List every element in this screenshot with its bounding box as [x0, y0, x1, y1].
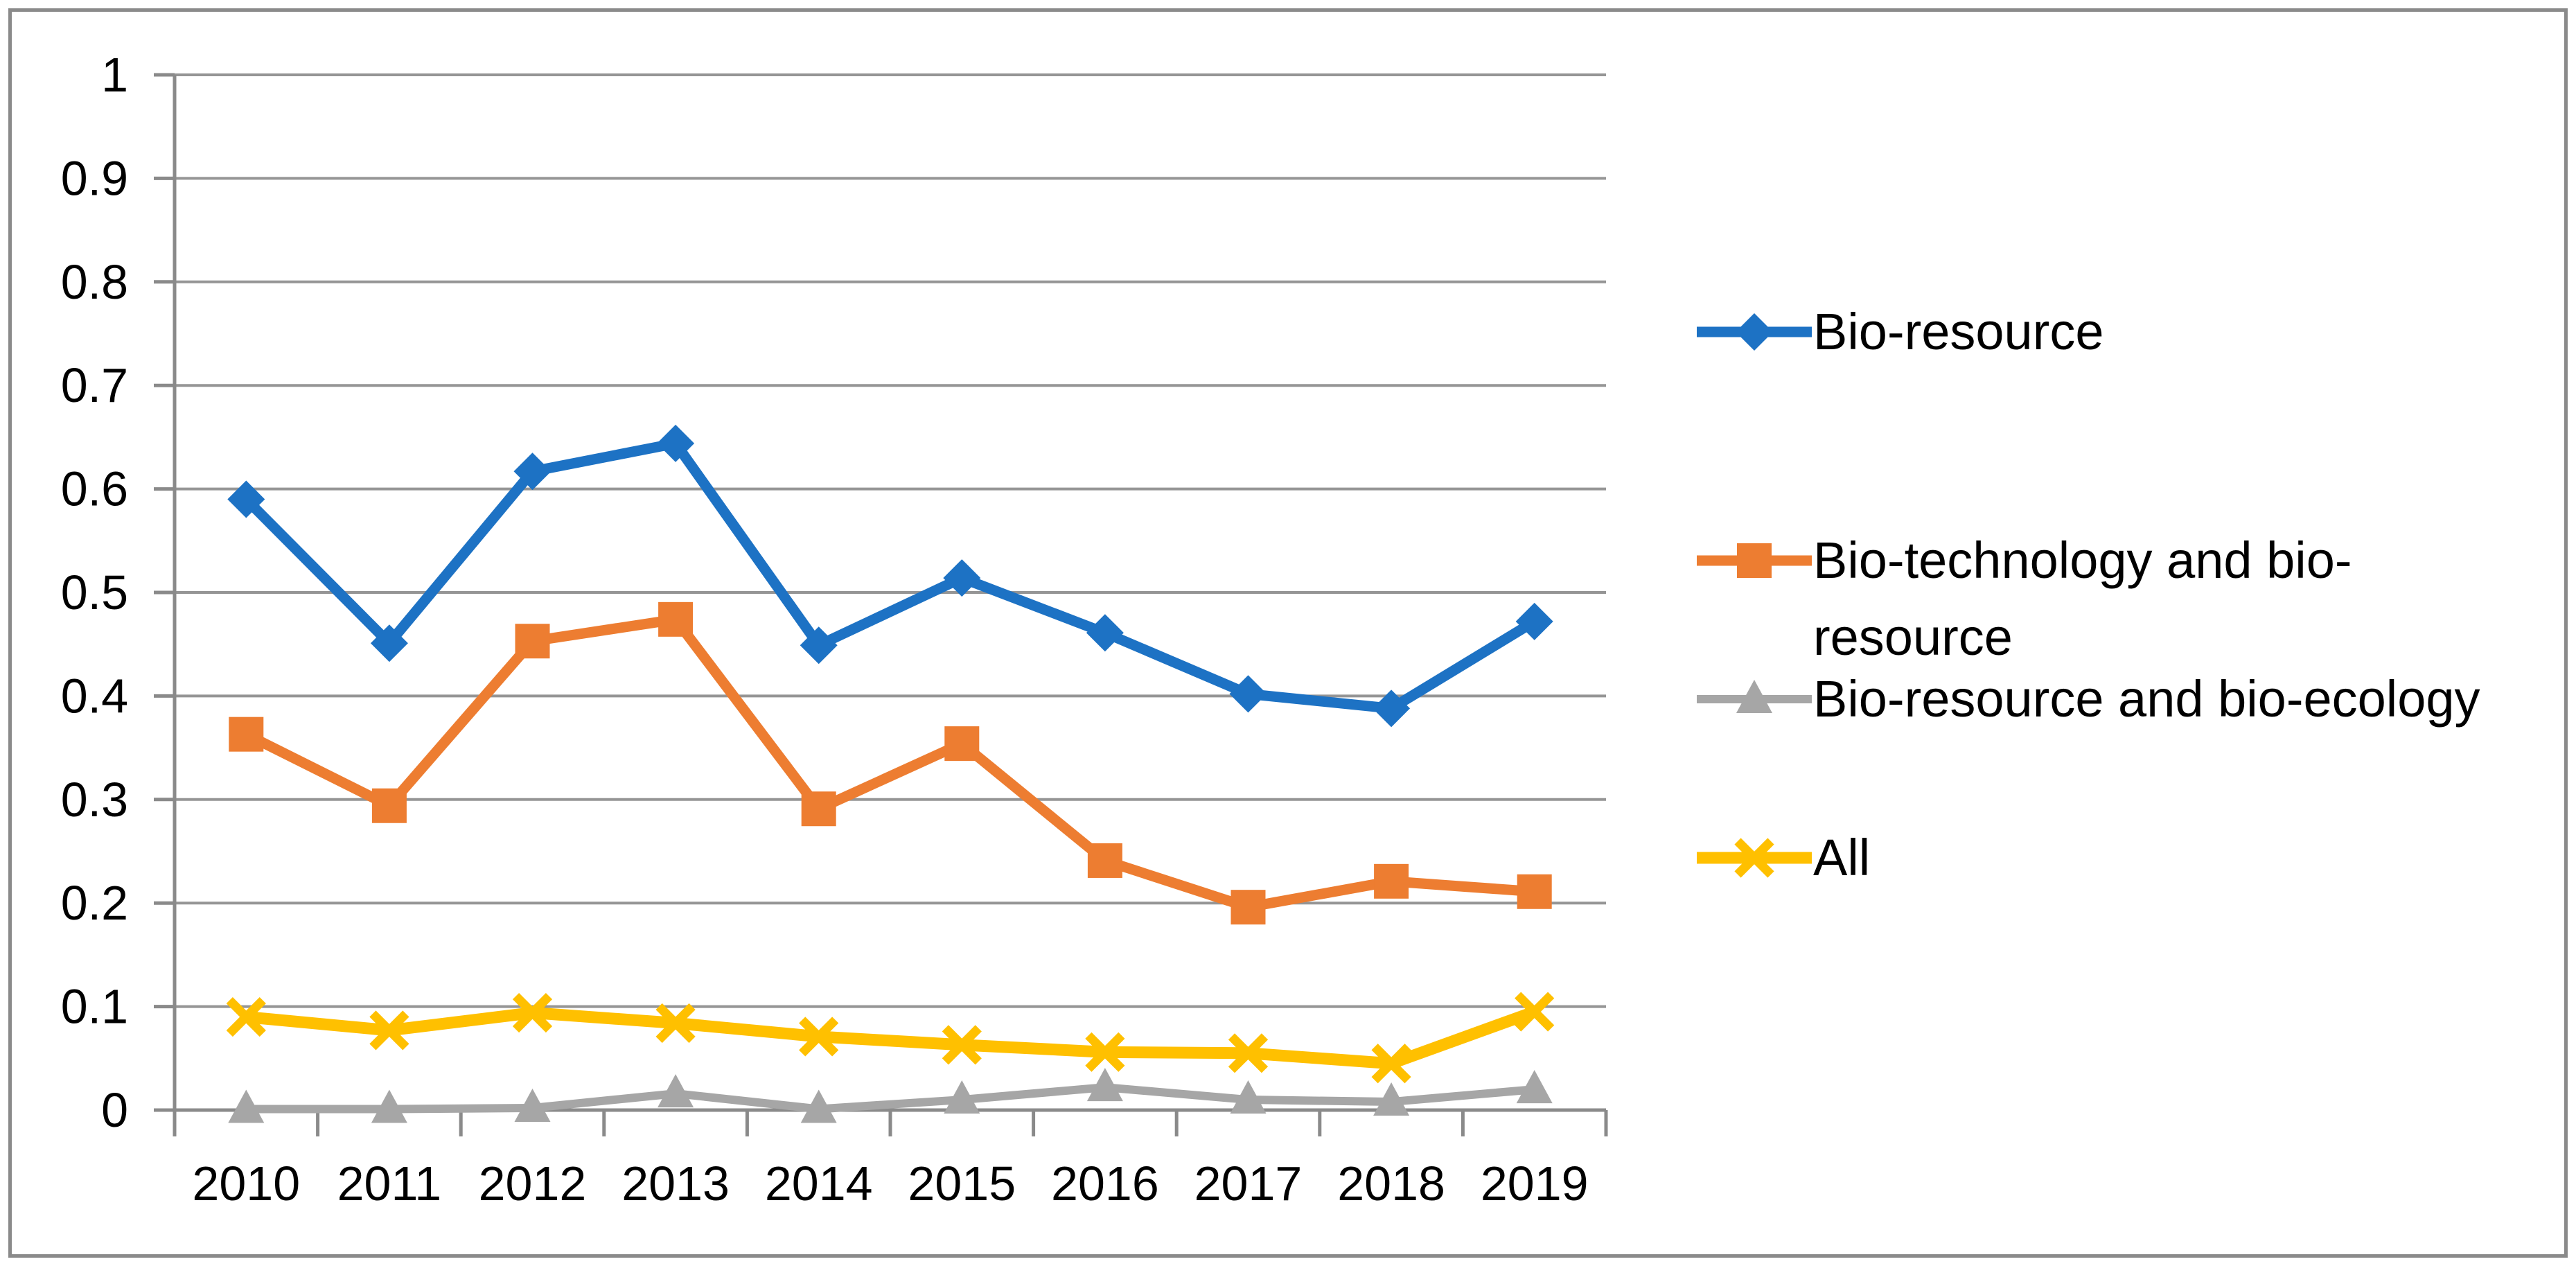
data-point-marker — [658, 1074, 694, 1108]
data-point-marker — [1086, 1068, 1123, 1102]
data-point-marker — [1516, 1070, 1553, 1104]
legend-label: Bio-resource and bio-ecology — [1813, 670, 2480, 728]
x-axis-label: 2018 — [1337, 1157, 1445, 1211]
y-axis-label: 0.5 — [61, 565, 128, 619]
data-point-marker — [226, 996, 266, 1037]
y-axis-label: 1 — [101, 48, 128, 102]
series-line-all — [245, 1006, 1537, 1070]
x-axis-label: 2017 — [1194, 1157, 1303, 1211]
y-axis-label: 0.9 — [61, 151, 128, 205]
data-point-marker — [942, 1025, 982, 1065]
data-point-marker — [1087, 843, 1122, 878]
data-point-marker — [944, 726, 980, 762]
x-axis-label: 2016 — [1051, 1157, 1159, 1211]
data-point-marker — [227, 480, 265, 518]
legend-marker-square-icon — [1697, 543, 1812, 578]
data-point-marker — [513, 452, 552, 491]
x-axis-label: 2019 — [1481, 1157, 1589, 1211]
x-axis-label: 2012 — [479, 1157, 587, 1211]
data-point-marker — [1229, 675, 1267, 713]
x-axis-label: 2015 — [908, 1157, 1016, 1211]
data-point-marker — [1515, 992, 1555, 1032]
data-point-marker — [1374, 863, 1409, 899]
data-point-marker — [1517, 874, 1552, 909]
data-point-marker — [655, 1003, 696, 1044]
data-point-marker — [515, 624, 550, 659]
data-point-marker — [1371, 1044, 1411, 1084]
x-axis-label: 2013 — [621, 1157, 730, 1211]
data-point-marker — [370, 624, 408, 662]
legend-marker-x-icon — [1697, 838, 1812, 878]
data-point-marker — [1086, 614, 1124, 652]
data-point-marker — [799, 1017, 839, 1057]
x-axis-label: 2010 — [192, 1157, 300, 1211]
y-axis-label: 0.8 — [61, 255, 128, 309]
legend-diamond-glyph — [1736, 313, 1773, 351]
data-point-marker — [801, 791, 836, 827]
data-point-marker — [1228, 1033, 1269, 1073]
legend-label: All — [1813, 829, 1871, 886]
legend-square-glyph — [1737, 543, 1772, 578]
data-point-marker — [1515, 602, 1553, 640]
y-axis-label: 0.1 — [61, 980, 128, 1034]
y-axis-label: 0 — [101, 1083, 128, 1137]
data-point-marker — [371, 1089, 407, 1123]
legend-label: Bio-technology and bio-resource — [1813, 531, 2352, 666]
legend-item-bio-resource-and-bio-ecology: Bio-resource and bio-ecology — [1695, 660, 2480, 737]
data-point-marker — [369, 1010, 409, 1050]
y-axis-label: 0.6 — [61, 462, 128, 516]
legend-marker-diamond-icon — [1697, 313, 1812, 351]
data-point-marker — [1230, 890, 1266, 925]
data-point-marker — [371, 788, 407, 823]
legend-x-glyph — [1734, 838, 1774, 878]
legend-label: Bio-resource — [1813, 303, 2104, 360]
data-point-marker — [229, 716, 264, 752]
data-point-marker — [228, 1089, 265, 1123]
data-point-marker — [1085, 1032, 1125, 1072]
data-point-marker — [1373, 689, 1411, 728]
y-axis-label: 0.7 — [61, 358, 128, 412]
chart-outer-border — [8, 8, 2568, 1258]
data-point-marker — [512, 992, 553, 1033]
data-point-marker — [800, 1089, 837, 1123]
y-axis-label: 0.3 — [61, 773, 128, 827]
x-axis-label: 2011 — [337, 1157, 442, 1211]
series-line-bio-resource — [242, 437, 1537, 714]
data-point-marker — [1373, 1082, 1410, 1116]
legend-item-bio-technology-and-bio-resource: Bio-technology and bio-resource — [1695, 522, 2513, 676]
data-point-marker — [514, 1089, 551, 1123]
y-axis-label: 0.4 — [61, 669, 128, 723]
data-point-marker — [657, 424, 695, 462]
data-point-marker — [1230, 1080, 1267, 1114]
data-point-marker — [943, 559, 981, 597]
series-line-bio-technology-and-bio-resource — [243, 613, 1535, 913]
legend-marker-triangle-icon — [1697, 680, 1812, 713]
y-axis-label: 0.2 — [61, 876, 128, 930]
data-point-marker — [658, 601, 694, 637]
x-axis-label: 2014 — [765, 1157, 873, 1211]
legend-item-bio-resource: Bio-resource — [1695, 293, 2104, 370]
legend-item-all: All — [1695, 819, 1870, 896]
series-line-bio-resource-and-bio-ecology — [246, 1083, 1535, 1114]
legend-triangle-glyph — [1736, 680, 1772, 713]
data-point-marker — [944, 1080, 980, 1114]
data-point-marker — [800, 626, 838, 665]
